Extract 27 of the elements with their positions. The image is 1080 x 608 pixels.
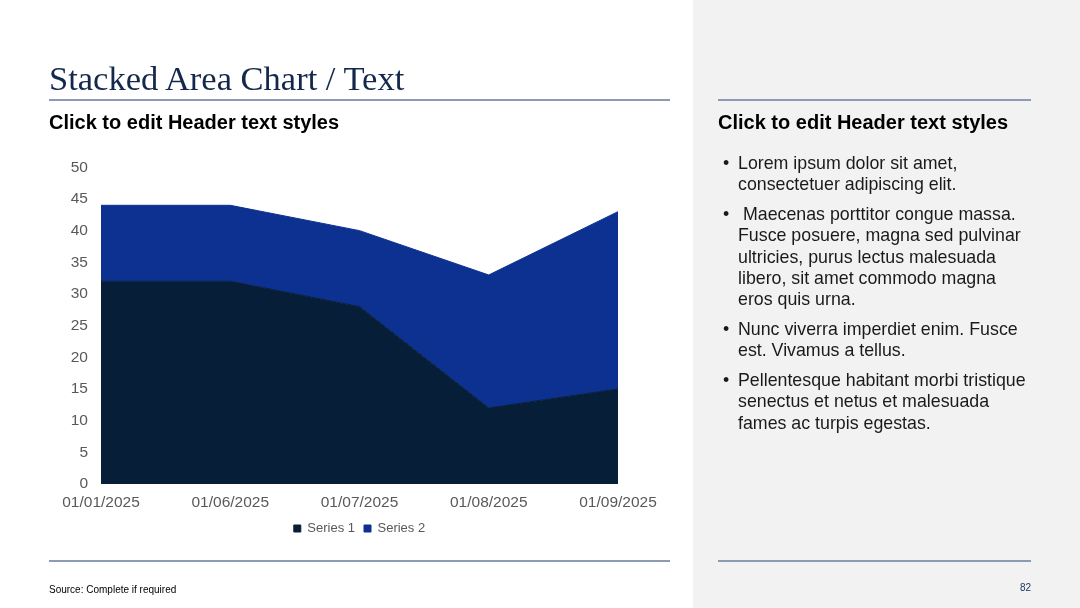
text: • Pellentesque habitant morbi tristique senectus et netus et malesuada fames ac turpis egestas.: [723, 370, 1027, 435]
legend-label: Series 1: [307, 520, 356, 536]
y-tick-label: 40: [70, 220, 89, 238]
y-tick-label: 50: [70, 157, 89, 175]
text: • Lorem ipsum dolor sit amet, consectetuer adipiscing elit.: [723, 153, 959, 196]
legend-label: Series 2: [377, 520, 426, 536]
y-tick-label: 20: [70, 347, 89, 365]
y-tick-label: 45: [70, 189, 88, 207]
y-tick-label: 10: [70, 410, 89, 428]
y-tick-label: 30: [70, 284, 89, 302]
x-tick-label: 01/09/2025: [579, 492, 657, 510]
chart-title: Stacked Area Chart / Text: [49, 58, 405, 98]
y-tick-label: 15: [70, 379, 88, 397]
text: • Maecenas porttitor congue massa. Fusce posuere, magna sed pulvinar ultricies, purus lectus malesuada libero, sit amet commodo magna eros quis urna.: [723, 204, 1022, 311]
text: • Nunc viverra imperdiet enim. Fusce est. Vivamus a tellus.: [723, 319, 1019, 362]
x-tick-label: 01/01/2025: [62, 492, 140, 510]
y-tick-label: 35: [70, 252, 88, 270]
x-tick-label: 01/06/2025: [191, 492, 270, 510]
x-tick-label: 01/07/2025: [320, 492, 399, 510]
text: 82: [1019, 581, 1031, 594]
y-tick-label: 0: [79, 474, 89, 492]
y-tick-label: 5: [79, 442, 88, 460]
x-tick-label: 01/08/2025: [449, 492, 528, 510]
source-note: Source: Complete if required: [49, 583, 177, 596]
text: Click to edit Header text styles: [718, 110, 1009, 134]
y-tick-label: 25: [70, 315, 88, 333]
chart-subtitle: Click to edit Header text styles: [49, 110, 340, 134]
